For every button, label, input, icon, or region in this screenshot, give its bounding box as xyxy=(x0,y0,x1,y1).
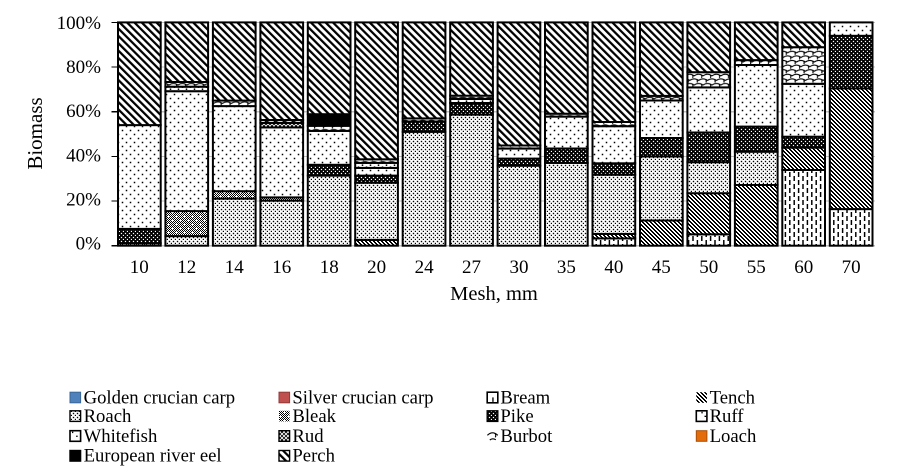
svg-text:12: 12 xyxy=(177,257,196,278)
svg-text:Burbot: Burbot xyxy=(500,426,553,447)
svg-text:Roach: Roach xyxy=(84,406,132,427)
svg-text:0%: 0% xyxy=(76,234,102,255)
svg-text:Whitefish: Whitefish xyxy=(84,426,158,447)
svg-text:14: 14 xyxy=(225,257,245,278)
svg-text:100%: 100% xyxy=(57,13,102,34)
svg-text:Perch: Perch xyxy=(292,446,335,467)
svg-text:30: 30 xyxy=(510,257,529,278)
svg-text:16: 16 xyxy=(272,257,291,278)
svg-text:50: 50 xyxy=(699,257,718,278)
svg-text:18: 18 xyxy=(320,257,339,278)
svg-text:35: 35 xyxy=(557,257,576,278)
svg-text:60%: 60% xyxy=(66,101,101,122)
svg-text:55: 55 xyxy=(747,257,766,278)
svg-text:45: 45 xyxy=(652,257,671,278)
svg-text:Silver crucian carp: Silver crucian carp xyxy=(292,387,433,408)
svg-text:70: 70 xyxy=(842,257,861,278)
svg-text:80%: 80% xyxy=(66,57,101,78)
svg-text:Mesh, mm: Mesh, mm xyxy=(450,283,538,305)
svg-text:Bream: Bream xyxy=(500,387,550,408)
svg-text:27: 27 xyxy=(462,257,481,278)
svg-text:60: 60 xyxy=(794,257,813,278)
svg-text:Ruff: Ruff xyxy=(710,406,745,427)
svg-text:10: 10 xyxy=(130,257,149,278)
svg-text:40: 40 xyxy=(604,257,623,278)
svg-text:Golden crucian carp: Golden crucian carp xyxy=(84,387,236,408)
svg-text:Pike: Pike xyxy=(500,406,533,427)
svg-text:Tench: Tench xyxy=(710,387,756,408)
svg-text:Loach: Loach xyxy=(710,426,757,447)
svg-text:Biomass: Biomass xyxy=(23,97,47,169)
svg-text:24: 24 xyxy=(415,257,435,278)
svg-text:40%: 40% xyxy=(66,145,101,166)
svg-text:European river eel: European river eel xyxy=(84,446,222,467)
svg-text:Rud: Rud xyxy=(292,426,324,447)
svg-text:Bleak: Bleak xyxy=(292,406,336,427)
svg-text:20: 20 xyxy=(367,257,386,278)
svg-text:20%: 20% xyxy=(66,190,101,211)
